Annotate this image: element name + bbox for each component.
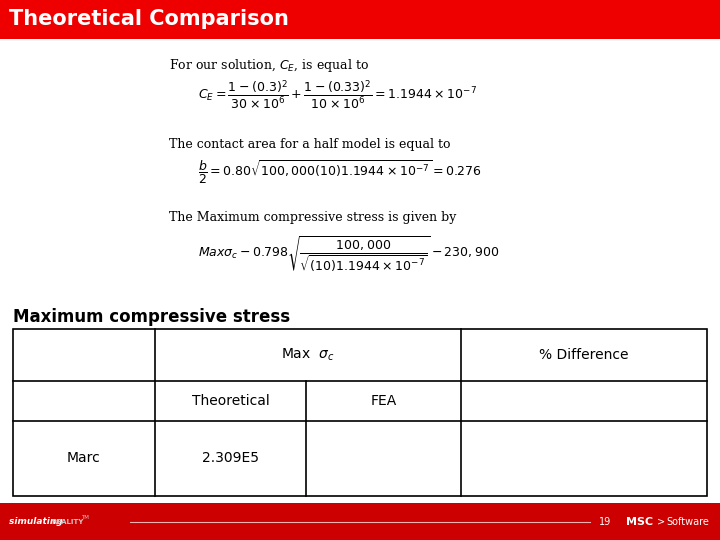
Text: The Maximum compressive stress is given by: The Maximum compressive stress is given …	[169, 211, 456, 224]
Text: Max  $\sigma_c$: Max $\sigma_c$	[281, 347, 335, 363]
Text: 19: 19	[598, 517, 611, 526]
Text: For our solution, $C_E$, is equal to: For our solution, $C_E$, is equal to	[169, 57, 369, 73]
Text: $\!\!>$: $\!\!>$	[657, 517, 665, 526]
Text: Software: Software	[666, 517, 709, 526]
Text: REALITY: REALITY	[52, 518, 84, 525]
Text: FEA: FEA	[370, 394, 397, 408]
Text: Theoretical Comparison: Theoretical Comparison	[9, 9, 289, 30]
Text: $C_E = \dfrac{1-(0.3)^2}{30\times10^6} + \dfrac{1-(0.33)^2}{10\times10^6} = 1.19: $C_E = \dfrac{1-(0.3)^2}{30\times10^6} +…	[198, 78, 477, 111]
Text: Theoretical: Theoretical	[192, 394, 269, 408]
Text: MSC: MSC	[626, 517, 654, 526]
Bar	[0, 0, 720, 39]
Bar	[0, 503, 720, 540]
Text: TM: TM	[81, 515, 89, 520]
Text: % Difference: % Difference	[539, 348, 629, 362]
Bar	[13, 329, 707, 496]
Text: $Max\sigma_c - 0.798\sqrt{\dfrac{100,000}{\sqrt{(10)1.1944\times10^{-7}}}} - 230: $Max\sigma_c - 0.798\sqrt{\dfrac{100,000…	[198, 235, 499, 274]
Text: The contact area for a half model is equal to: The contact area for a half model is equ…	[169, 138, 451, 151]
Text: $\dfrac{b}{2} = 0.80\sqrt{100,000(10)1.1944\times10^{-7}}= 0.276$: $\dfrac{b}{2} = 0.80\sqrt{100,000(10)1.1…	[198, 159, 482, 186]
Text: simulating: simulating	[9, 517, 66, 526]
Text: Maximum compressive stress: Maximum compressive stress	[13, 308, 290, 326]
Text: 2.309E5: 2.309E5	[202, 451, 259, 465]
Text: Marc: Marc	[67, 451, 101, 465]
